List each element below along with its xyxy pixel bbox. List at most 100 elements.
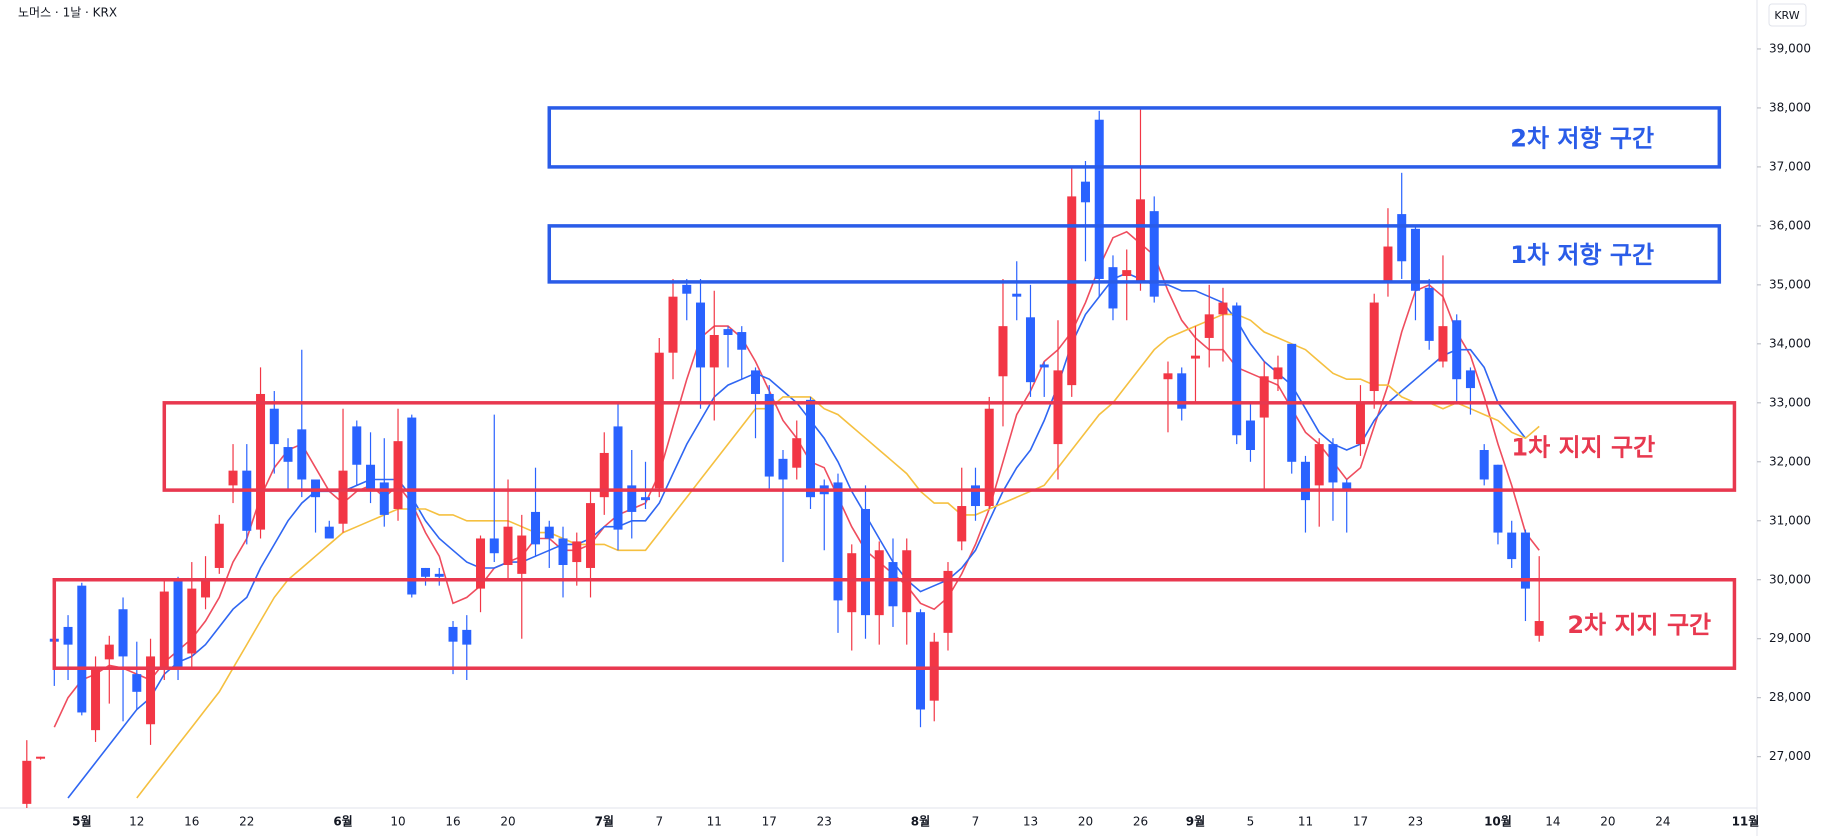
candle-body [641,497,651,501]
candle-body [984,408,994,507]
moving-average-line [136,313,1540,799]
zone-label: 2차 저항 구간 [1510,124,1654,152]
x-tick-label: 22 [239,815,254,829]
candle-body [764,393,774,477]
candle-body [1163,373,1173,380]
candle-body [173,579,183,669]
candle-body [338,470,348,524]
candle-body [1369,302,1379,392]
candle-body [723,329,733,335]
x-tick-label: 17 [762,815,777,829]
candle-body [544,526,554,539]
y-tick-label: 28,000 [1769,690,1811,704]
zone-label: 1차 저항 구간 [1510,241,1654,269]
candle-body [682,284,692,294]
candle-body [957,506,967,542]
x-tick-label: 9월 [1186,814,1205,829]
candle-body [1534,621,1544,636]
candle-body [805,399,815,498]
candle-body [943,570,953,633]
candle-body [1328,444,1338,483]
x-tick-label: 7 [972,815,980,829]
candle-body [1493,464,1503,533]
candle-body [1177,373,1187,409]
candle-body [503,526,513,566]
candle-body [1232,305,1242,436]
zone-box [162,401,1737,492]
candle-body [283,447,293,462]
candle-body [91,668,101,731]
candle-body [36,756,46,759]
x-tick-label: 5 [1247,815,1255,829]
candle-body [1410,228,1420,291]
candle-body [1149,211,1159,297]
candle-body [1245,420,1255,451]
candle-body [1355,402,1365,445]
candle-body [1438,326,1448,362]
candle-body [709,334,719,368]
y-tick-label: 35,000 [1769,277,1811,291]
candle-body [324,526,334,539]
zone-label: 2차 지지 구간 [1567,611,1711,639]
candle-body [860,508,870,616]
zone-box [547,224,1722,284]
x-tick-label: 20 [1600,815,1615,829]
candle-body [929,641,939,701]
candle-body [1204,314,1214,338]
candle-body [888,562,898,607]
candle-body [874,550,884,616]
candle-body [1135,199,1145,282]
candle-body [792,438,802,468]
zone-box [52,578,1737,670]
y-tick-label: 30,000 [1769,572,1811,586]
y-tick-label: 27,000 [1769,749,1811,763]
annotations: 2차 저항 구간 1차 저항 구간 1차 지지 구간 2차 지지 구간 [52,106,1737,670]
y-tick-label: 33,000 [1769,395,1811,409]
x-tick-label: 7월 [595,814,614,829]
zone-label: 1차 지지 구간 [1511,433,1655,461]
candle-body [228,470,238,486]
y-tick-label: 39,000 [1769,41,1811,55]
candle-body [1012,293,1022,297]
x-tick-label: 20 [1078,815,1093,829]
candle-body [1108,267,1118,309]
candle-body [970,485,980,507]
candle-body [1273,367,1283,380]
x-tick-label: 10 [390,815,405,829]
candle-body [998,326,1008,377]
candle-body [476,538,486,589]
zone-box [547,106,1722,169]
candle-body [256,393,266,530]
x-tick-label: 7 [655,815,663,829]
candle-body [311,479,321,498]
x-tick-label: 5월 [72,814,91,829]
candle-body [104,644,114,660]
candle-body [1218,302,1228,315]
y-tick-label: 34,000 [1769,336,1811,350]
candle-body [1424,287,1434,341]
candle-body [1025,317,1035,383]
candle-body [1067,196,1077,386]
candle-body [1314,444,1324,486]
candle-body [448,626,458,642]
candle-body [1507,532,1517,560]
x-tick-label: 8월 [911,814,930,829]
candle-body [1190,355,1200,359]
y-tick-label: 36,000 [1769,218,1811,232]
candle-body [1094,119,1104,279]
candle-body [1452,320,1462,380]
candle-body [352,426,362,465]
candle-body [586,503,596,568]
x-tick-label: 24 [1655,815,1670,829]
candle-body [407,417,417,595]
currency-button[interactable] [1768,3,1807,27]
candle-body [1039,364,1049,368]
candle-body [1479,450,1489,480]
x-tick-label: 16 [184,815,199,829]
candle-body [737,332,747,350]
chart-title: 노머스 · 1날 · KRX [18,6,117,20]
candle-body [421,567,431,577]
candle-body [1080,181,1090,203]
